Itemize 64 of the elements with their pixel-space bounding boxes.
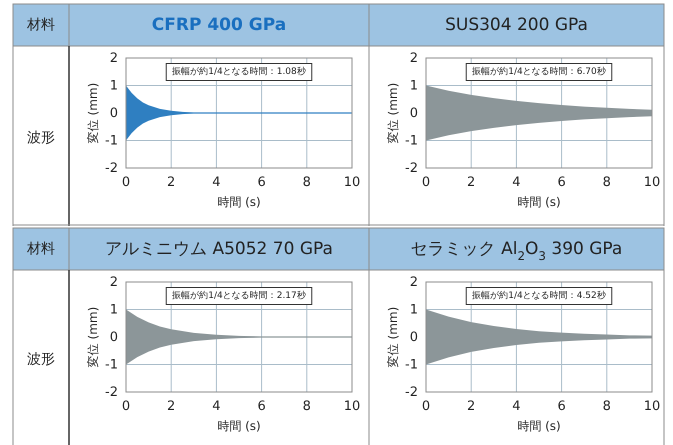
x-axis-title: 時間 (s) xyxy=(517,419,561,433)
x-tick-label: 0 xyxy=(422,174,430,190)
y-tick-label: 2 xyxy=(410,274,418,290)
y-tick-label: 2 xyxy=(110,274,118,290)
annotation: 振幅が約1/4となる時間：6.70秒 xyxy=(472,66,606,77)
x-tick-label: 6 xyxy=(257,174,266,190)
x-tick-label: 2 xyxy=(167,174,176,190)
text: 波形 xyxy=(27,130,55,146)
x-tick-label: 8 xyxy=(602,174,611,190)
x-tick-label: 6 xyxy=(557,398,566,414)
x-tick-label: 8 xyxy=(302,398,311,414)
chart-title: CFRP 400 GPa xyxy=(152,15,286,35)
x-tick-label: 2 xyxy=(467,398,476,414)
x-tick-label: 4 xyxy=(212,174,221,190)
y-tick-label: 0 xyxy=(410,106,418,120)
x-tick-label: 4 xyxy=(212,398,221,414)
x-tick-label: 4 xyxy=(512,174,521,190)
x-axis-title: 時間 (s) xyxy=(517,195,561,209)
y-tick-label: -1 xyxy=(405,357,418,372)
x-tick-label: 8 xyxy=(602,398,611,414)
y-tick-label: 0 xyxy=(110,106,118,120)
y-axis-title: 変位 (mm) xyxy=(86,306,100,368)
y-axis-title: 変位 (mm) xyxy=(386,82,400,144)
annotation: 振幅が約1/4となる時間：2.17秒 xyxy=(172,290,306,301)
y-tick-label: -1 xyxy=(405,133,418,148)
y-tick-label: 1 xyxy=(410,302,418,317)
x-tick-label: 0 xyxy=(422,398,430,414)
x-tick-label: 4 xyxy=(512,398,521,414)
y-axis-title: 変位 (mm) xyxy=(386,306,400,368)
y-tick-label: 0 xyxy=(110,330,118,344)
y-axis-title: 変位 (mm) xyxy=(86,82,100,144)
y-tick-label: -2 xyxy=(105,160,118,176)
y-tick-label: 2 xyxy=(410,50,418,66)
annotation: 振幅が約1/4となる時間：1.08秒 xyxy=(172,66,306,77)
text: 波形 xyxy=(27,352,55,368)
chart-title: アルミニウム A5052 70 GPa xyxy=(105,239,333,259)
x-axis-title: 時間 (s) xyxy=(217,419,261,433)
x-tick-label: 2 xyxy=(467,174,476,190)
x-axis-title: 時間 (s) xyxy=(217,195,261,209)
y-tick-label: -1 xyxy=(105,357,118,372)
chart-title: セラミック Al$_{2}$O$_{3}$ 390 GPa xyxy=(410,239,622,263)
text: 材料 xyxy=(26,241,55,257)
x-tick-label: 6 xyxy=(557,174,566,190)
y-tick-label: 1 xyxy=(410,78,418,93)
x-tick-label: 10 xyxy=(644,398,660,414)
annotation: 振幅が約1/4となる時間：4.52秒 xyxy=(472,290,606,301)
x-tick-label: 10 xyxy=(644,174,660,190)
x-tick-label: 0 xyxy=(122,174,130,190)
x-tick-label: 6 xyxy=(257,398,266,414)
y-tick-label: -1 xyxy=(105,133,118,148)
y-tick-label: -2 xyxy=(105,384,118,400)
y-tick-label: 1 xyxy=(110,302,118,317)
x-tick-label: 10 xyxy=(344,398,360,414)
x-tick-label: 8 xyxy=(302,174,311,190)
x-tick-label: 0 xyxy=(122,398,130,414)
y-tick-label: 0 xyxy=(410,330,418,344)
x-tick-label: 10 xyxy=(344,174,360,190)
y-tick-label: 1 xyxy=(110,78,118,93)
text: 材料 xyxy=(26,17,55,33)
x-tick-label: 2 xyxy=(167,398,176,414)
y-tick-label: -2 xyxy=(405,384,418,400)
y-tick-label: 2 xyxy=(110,50,118,66)
chart-title: SUS304 200 GPa xyxy=(445,15,588,35)
y-tick-label: -2 xyxy=(405,160,418,176)
